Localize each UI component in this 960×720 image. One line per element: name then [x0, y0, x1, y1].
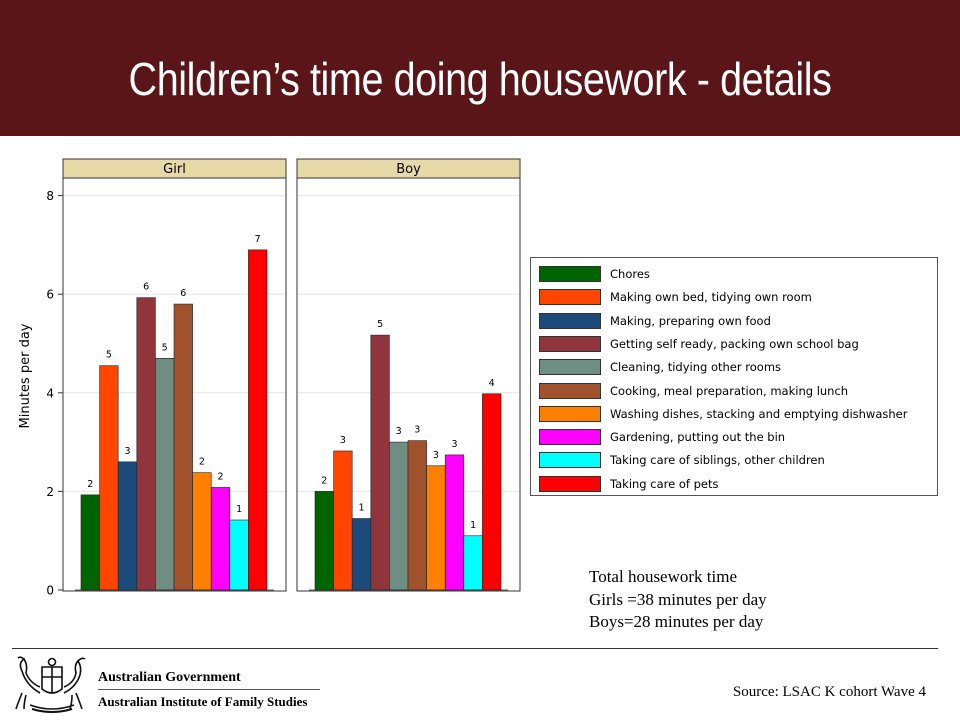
legend-item: Taking care of siblings, other children: [539, 450, 825, 470]
panel-header-label: Girl: [163, 162, 186, 177]
bar: [80, 494, 100, 591]
note-line-3: Boys=28 minutes per day: [589, 612, 764, 631]
bar-data-label: 3: [396, 426, 402, 437]
legend-item: Making, preparing own food: [539, 311, 771, 331]
government-name: Australian Government: [98, 670, 241, 685]
bar: [314, 491, 334, 591]
legend-swatch: [539, 359, 601, 376]
legend-item: Getting self ready, packing own school b…: [539, 334, 859, 354]
legend-swatch: [539, 289, 601, 306]
bar: [155, 357, 175, 591]
bar: [426, 465, 446, 591]
y-tick-label: 6: [46, 288, 54, 302]
legend-swatch: [539, 335, 601, 352]
logo-divider: [98, 689, 320, 690]
housework-totals-note: Total housework time Girls =38 minutes p…: [589, 566, 767, 634]
bar: [173, 303, 193, 591]
legend-item: Taking care of pets: [539, 474, 718, 494]
bar-data-label: 1: [236, 504, 242, 515]
bar: [99, 365, 119, 591]
source-citation: Source: LSAC K cohort Wave 4: [732, 684, 926, 700]
footer-divider: [12, 648, 938, 649]
y-tick-label: 2: [46, 485, 54, 499]
bar: [210, 487, 231, 591]
bar-data-label: 2: [321, 475, 327, 486]
bar: [482, 393, 502, 591]
bar: [444, 454, 465, 591]
legend-label: Taking care of pets: [610, 476, 719, 491]
coat-of-arms-icon: [15, 656, 86, 713]
legend-label: Getting self ready, packing own school b…: [610, 336, 859, 351]
legend-item: Washing dishes, stacking and emptying di…: [539, 404, 907, 424]
bar-data-label: 3: [451, 439, 457, 450]
bar-data-label: 2: [87, 479, 93, 490]
bar: [117, 461, 138, 591]
bar: [351, 518, 372, 591]
bar-data-label: 6: [143, 282, 149, 293]
note-line-2: Girls =38 minutes per day: [589, 589, 767, 609]
bar: [333, 450, 353, 591]
legend-swatch: [539, 429, 601, 446]
legend-swatch: [539, 382, 601, 399]
bar-data-label: 3: [433, 450, 439, 461]
legend-label: Washing dishes, stacking and emptying di…: [610, 406, 908, 421]
slide-title: Children’s time doing housework - detail…: [128, 53, 832, 105]
note-line-1: Total housework time: [589, 567, 738, 586]
bar: [192, 472, 212, 591]
y-axis-label: Minutes per day: [18, 323, 33, 428]
bar-data-label: 2: [217, 471, 223, 482]
legend-swatch: [539, 312, 601, 329]
bar-data-label: 3: [414, 425, 420, 436]
bar: [370, 334, 390, 591]
legend-label: Taking care of siblings, other children: [610, 453, 825, 468]
legend-label: Making own bed, tidying own room: [610, 290, 812, 305]
panel-header-label: Boy: [396, 162, 421, 177]
bar-data-label: 3: [340, 435, 346, 446]
bar-data-label: 1: [358, 503, 364, 514]
legend-swatch: [539, 452, 601, 469]
legend-swatch: [539, 266, 601, 282]
bar-chart: Girl 2 5 3 6 5 6 2 2 1 7 Boy 2 3 1 5 3 3 3 3 1 4 0 2 4 6 8 Minutes …: [18, 158, 521, 598]
bar: [136, 297, 156, 591]
legend-item: Cooking, meal preparation, making lunch: [539, 381, 848, 401]
y-tick-label: 0: [46, 584, 54, 598]
institute-name: Australian Institute of Family Studies: [98, 694, 308, 709]
bar: [389, 441, 409, 591]
legend-label: Chores: [610, 267, 650, 281]
y-tick-label: 4: [46, 386, 54, 400]
bar: [248, 249, 268, 591]
legend-label: Making, preparing own food: [610, 313, 771, 328]
legend-label: Cleaning, tidying other rooms: [610, 360, 782, 375]
bar-data-label: 7: [255, 234, 261, 245]
bar-data-label: 5: [106, 350, 112, 361]
bar-data-label: 5: [162, 342, 168, 353]
legend-label: Cooking, meal preparation, making lunch: [610, 383, 849, 398]
legend-item: Making own bed, tidying own room: [539, 287, 812, 307]
legend-item: Gardening, putting out the bin: [539, 427, 785, 447]
legend-swatch: [539, 475, 601, 492]
chart-legend: Chores Making own bed, tidying own room Ma…: [530, 257, 938, 496]
bar-data-label: 3: [124, 446, 130, 457]
bar-data-label: 4: [489, 378, 495, 389]
legend-item: Cleaning, tidying other rooms: [539, 357, 781, 377]
legend-item: Chores: [539, 264, 650, 284]
bar-data-label: 5: [377, 319, 383, 330]
bar: [463, 535, 483, 591]
legend-swatch: [539, 405, 601, 422]
title-banner: [0, 0, 960, 136]
bar: [229, 519, 249, 591]
bar: [407, 440, 427, 591]
bar-data-label: 2: [199, 457, 205, 468]
bar-data-label: 6: [180, 288, 186, 299]
y-tick-label: 8: [46, 189, 54, 203]
legend-label: Gardening, putting out the bin: [610, 430, 786, 445]
bar-data-label: 1: [470, 520, 476, 531]
